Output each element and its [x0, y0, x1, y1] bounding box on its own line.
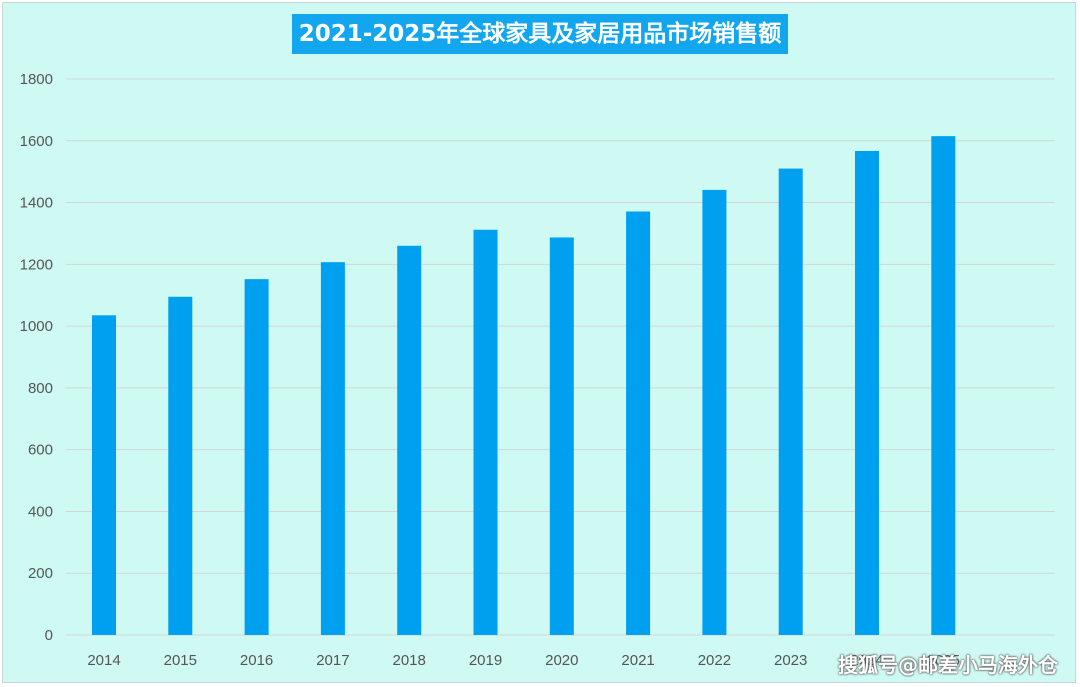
bar-2020	[549, 237, 574, 635]
bar-2019	[473, 229, 498, 635]
y-tick-label: 1000	[20, 318, 53, 335]
x-tick-label: 2014	[87, 652, 120, 669]
chart-title-wrapper: 2021-2025年全球家具及家居用品市场销售额	[0, 14, 1080, 54]
bar-2014	[92, 315, 116, 635]
y-tick-label: 1200	[20, 256, 53, 273]
x-tick-label: 2016	[240, 652, 273, 669]
y-tick-label: 600	[28, 442, 53, 459]
chart-title: 2021-2025年全球家具及家居用品市场销售额	[291, 14, 789, 54]
bar-2017	[320, 262, 345, 635]
x-tick-label: 2018	[393, 652, 426, 669]
y-tick-label: 1400	[20, 195, 53, 212]
x-tick-label: 2022	[698, 652, 731, 669]
bar-2025	[931, 136, 956, 635]
x-tick-label: 2019	[469, 652, 502, 669]
bar-2024	[855, 150, 879, 635]
y-tick-label: 1600	[20, 133, 53, 150]
bar-2021	[626, 211, 651, 635]
x-tick-label: 2017	[316, 652, 349, 669]
x-tick-label: 2020	[545, 652, 578, 669]
y-tick-label: 400	[28, 503, 53, 520]
bar-2016	[244, 279, 269, 635]
bar-2023	[778, 168, 803, 636]
watermark: 搜狐号@邮差小马海外仓	[838, 653, 1058, 677]
x-tick-label: 2015	[164, 652, 197, 669]
y-tick-label: 200	[28, 565, 53, 582]
bar-2022	[702, 189, 727, 635]
x-tick-label: 2021	[621, 652, 654, 669]
bar-2018	[397, 245, 422, 636]
bar-2015	[168, 296, 193, 635]
x-tick-label: 2024	[850, 652, 883, 669]
y-tick-label: 1800	[20, 71, 53, 88]
y-tick-label: 800	[28, 380, 53, 397]
x-tick-label: 2023	[774, 652, 807, 669]
x-tick-label: 2025	[927, 652, 960, 669]
y-tick-label: 0	[45, 627, 53, 644]
